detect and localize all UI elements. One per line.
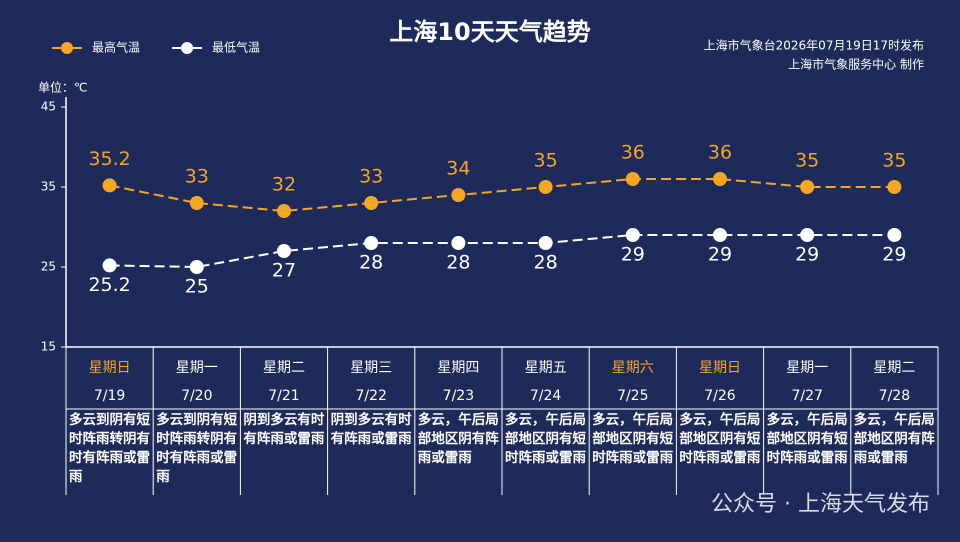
x-tick-label: 7/23 (443, 388, 474, 404)
point (189, 196, 204, 210)
point (625, 228, 640, 242)
point (189, 260, 204, 274)
weekday: 星期五 (525, 360, 567, 376)
data-label: 35 (882, 150, 906, 172)
watermark: 公众号 · 上海天气发布 (711, 492, 930, 517)
x-tick-label: 7/20 (181, 388, 212, 404)
weather-desc: 阴到多云有时有阵雨或雷雨 (243, 412, 325, 447)
weather-desc: 多云，午后局部地区阴有短时阵雨或雷雨 (592, 412, 674, 466)
x-tick-label: 7/25 (617, 388, 648, 404)
x-tick-label: 7/28 (879, 388, 910, 404)
weekday: 星期一 (786, 360, 828, 376)
legend-marker (181, 42, 193, 54)
data-label: 35 (534, 150, 558, 172)
x-tick-label: 7/21 (268, 388, 299, 404)
data-label: 27 (272, 260, 296, 282)
credit: 上海市气象服务中心 制作 (788, 57, 924, 72)
data-label: 36 (708, 142, 732, 164)
point (800, 180, 815, 194)
x-tick-label: 7/22 (355, 388, 386, 404)
data-label: 28 (534, 252, 558, 274)
series-line (109, 178, 895, 213)
point (713, 228, 727, 242)
data-label: 33 (185, 166, 209, 188)
weather-desc: 阴到多云有时有阵雨或雷雨 (330, 412, 412, 447)
data-label: 29 (621, 244, 645, 266)
y-tick-label: 25 (41, 260, 56, 274)
point (538, 236, 553, 250)
data-label: 33 (359, 166, 383, 188)
data-label: 29 (708, 244, 732, 266)
point (102, 178, 117, 193)
point (451, 236, 466, 250)
series-line (109, 234, 895, 269)
chart-title: 上海10天天气趋势 (389, 18, 590, 46)
weekday: 星期日 (89, 360, 131, 376)
point (277, 244, 291, 258)
weather-desc: 多云，午后局部地区阴有短时阵雨或雷雨 (505, 412, 586, 466)
weekday: 星期一 (176, 360, 218, 376)
weather-desc: 多云，午后局部地区阴有短时阵雨或雷雨 (766, 412, 848, 466)
legend-label: 最低气温 (212, 40, 260, 55)
point (102, 258, 117, 273)
weather-desc: 多云到阴有短时阵雨转阴有时有阵雨或雷雨 (156, 412, 238, 485)
weekday: 星期日 (699, 360, 741, 376)
unit-label: 单位：℃ (38, 80, 87, 95)
legend-label: 最高气温 (92, 40, 140, 55)
data-label: 25.2 (88, 274, 130, 296)
point (451, 188, 466, 202)
weather-desc: 多云，午后局部地区阴有阵雨或雷雨 (853, 412, 935, 466)
weekday: 星期六 (612, 360, 654, 376)
y-tick-label: 35 (41, 180, 56, 194)
point (364, 196, 379, 210)
point (277, 204, 291, 218)
data-label: 28 (359, 252, 383, 274)
data-label: 36 (621, 142, 645, 164)
weather-desc: 多云到阴有短时阵雨转阴有时有阵雨或雷雨 (69, 412, 150, 485)
x-tick-label: 7/27 (791, 388, 822, 404)
weather-desc: 多云，午后局部地区阴有短时阵雨或雷雨 (679, 412, 761, 466)
weekday: 星期二 (873, 360, 915, 376)
y-tick-label: 45 (41, 100, 56, 114)
data-label: 29 (882, 244, 906, 266)
weekday: 星期三 (350, 360, 392, 376)
point (887, 180, 902, 194)
data-label: 35 (795, 150, 819, 172)
data-label: 34 (446, 158, 470, 180)
data-label: 25 (185, 276, 209, 298)
data-label: 28 (446, 252, 470, 274)
point (887, 228, 902, 242)
x-tick-label: 7/24 (530, 388, 562, 404)
x-tick-label: 7/26 (704, 388, 736, 404)
data-label: 32 (272, 174, 296, 196)
y-tick-label: 15 (41, 340, 56, 354)
point (800, 228, 815, 242)
weekday: 星期四 (437, 360, 479, 376)
point (625, 172, 640, 186)
point (364, 236, 379, 250)
weather-desc: 多云，午后局部地区阴有阵雨或雷雨 (417, 412, 499, 466)
credit: 上海市气象台2026年07月19日17时发布 (704, 38, 924, 53)
point (713, 172, 727, 186)
weekday: 星期二 (263, 360, 305, 376)
x-tick-label: 7/19 (94, 388, 125, 404)
data-label: 29 (795, 244, 819, 266)
data-label: 35.2 (88, 148, 130, 170)
point (538, 180, 553, 194)
legend-marker (61, 42, 73, 54)
